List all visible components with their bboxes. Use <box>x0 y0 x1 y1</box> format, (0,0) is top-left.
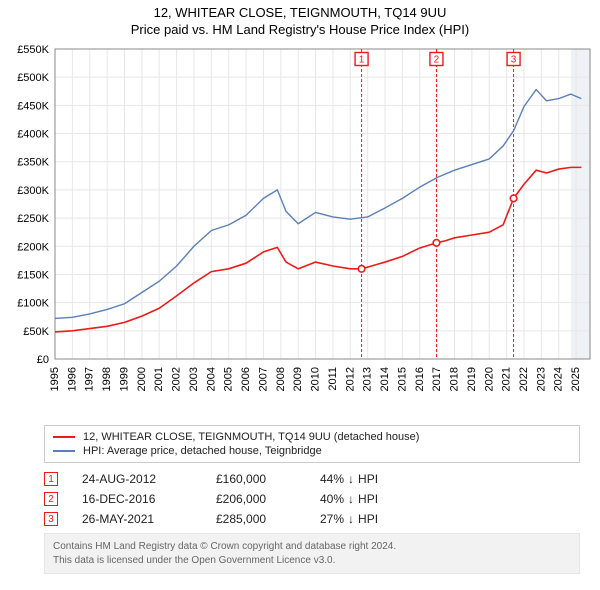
svg-text:2016: 2016 <box>414 367 426 391</box>
transaction-price: £206,000 <box>216 492 296 506</box>
svg-text:2004: 2004 <box>205 367 217 391</box>
svg-text:2019: 2019 <box>466 367 478 391</box>
attribution: Contains HM Land Registry data © Crown c… <box>44 533 580 574</box>
transaction-row: 2 16-DEC-2016 £206,000 40% ↓ HPI <box>44 489 580 509</box>
legend-item: HPI: Average price, detached house, Teig… <box>53 444 571 458</box>
legend-label: HPI: Average price, detached house, Teig… <box>83 445 322 457</box>
chart: £0 £50K £100K £150K £200K £250K £300K £350K £400… <box>0 39 600 419</box>
transaction-marker: 1 <box>44 472 58 486</box>
svg-text:£0: £0 <box>37 354 49 366</box>
transaction-price: £160,000 <box>216 472 296 486</box>
down-arrow-icon: ↓ <box>348 512 354 526</box>
legend-item: 12, WHITEAR CLOSE, TEIGNMOUTH, TQ14 9UU … <box>53 430 571 444</box>
transaction-date: 26-MAY-2021 <box>82 512 192 526</box>
svg-text:2014: 2014 <box>379 367 391 391</box>
svg-text:£550K: £550K <box>17 44 49 56</box>
transaction-price: £285,000 <box>216 512 296 526</box>
svg-text:2011: 2011 <box>327 367 339 391</box>
transaction-date: 24-AUG-2012 <box>82 472 192 486</box>
svg-text:2006: 2006 <box>240 367 252 391</box>
transaction-diff: 27% ↓ HPI <box>320 512 378 526</box>
svg-text:1997: 1997 <box>84 367 96 391</box>
svg-text:£150K: £150K <box>17 269 49 281</box>
attribution-line1: Contains HM Land Registry data © Crown c… <box>53 540 571 554</box>
title-block: 12, WHITEAR CLOSE, TEIGNMOUTH, TQ14 9UU … <box>0 0 600 39</box>
svg-text:£50K: £50K <box>23 326 49 338</box>
svg-text:£500K: £500K <box>17 72 49 84</box>
svg-text:1996: 1996 <box>66 367 78 391</box>
svg-text:2018: 2018 <box>449 367 461 391</box>
svg-text:2009: 2009 <box>292 367 304 391</box>
svg-text:£400K: £400K <box>17 129 49 141</box>
legend-swatch <box>53 450 75 452</box>
transaction-marker: 2 <box>44 492 58 506</box>
down-arrow-icon: ↓ <box>348 492 354 506</box>
svg-text:1995: 1995 <box>49 367 61 391</box>
svg-text:£300K: £300K <box>17 185 49 197</box>
svg-text:2000: 2000 <box>136 367 148 391</box>
svg-text:1: 1 <box>359 55 365 66</box>
svg-text:2020: 2020 <box>483 367 495 391</box>
transactions-table: 1 24-AUG-2012 £160,000 44% ↓ HPI 2 16-DEC-201… <box>44 469 580 529</box>
legend: 12, WHITEAR CLOSE, TEIGNMOUTH, TQ14 9UU … <box>44 425 580 463</box>
svg-text:1999: 1999 <box>118 367 130 391</box>
svg-text:£100K: £100K <box>17 298 49 310</box>
down-arrow-icon: ↓ <box>348 472 354 486</box>
svg-text:2017: 2017 <box>431 367 443 391</box>
transaction-marker: 3 <box>44 512 58 526</box>
page-root: 12, WHITEAR CLOSE, TEIGNMOUTH, TQ14 9UU … <box>0 0 600 574</box>
svg-text:3: 3 <box>511 55 517 66</box>
attribution-line2: This data is licensed under the Open Gov… <box>53 554 571 568</box>
svg-text:£450K: £450K <box>17 100 49 112</box>
svg-text:2001: 2001 <box>153 367 165 391</box>
svg-text:2024: 2024 <box>553 367 565 391</box>
svg-text:2025: 2025 <box>570 367 582 391</box>
transaction-date: 16-DEC-2016 <box>82 492 192 506</box>
svg-text:2010: 2010 <box>310 367 322 391</box>
title-address: 12, WHITEAR CLOSE, TEIGNMOUTH, TQ14 9UU <box>0 5 600 20</box>
title-subtitle: Price paid vs. HM Land Registry's House … <box>0 22 600 37</box>
chart-svg: £0 £50K £100K £150K £200K £250K £300K £350K £400… <box>0 39 600 419</box>
svg-text:2015: 2015 <box>396 367 408 391</box>
svg-text:2007: 2007 <box>257 367 269 391</box>
svg-text:2005: 2005 <box>223 367 235 391</box>
svg-text:1998: 1998 <box>101 367 113 391</box>
svg-text:2023: 2023 <box>535 367 547 391</box>
svg-text:£350K: £350K <box>17 157 49 169</box>
svg-text:2008: 2008 <box>275 367 287 391</box>
svg-text:2012: 2012 <box>344 367 356 391</box>
transaction-row: 3 26-MAY-2021 £285,000 27% ↓ HPI <box>44 509 580 529</box>
svg-text:2003: 2003 <box>188 367 200 391</box>
legend-label: 12, WHITEAR CLOSE, TEIGNMOUTH, TQ14 9UU … <box>83 431 419 443</box>
svg-text:£250K: £250K <box>17 213 49 225</box>
svg-text:2013: 2013 <box>362 367 374 391</box>
transaction-diff: 44% ↓ HPI <box>320 472 378 486</box>
transaction-diff: 40% ↓ HPI <box>320 492 378 506</box>
transaction-row: 1 24-AUG-2012 £160,000 44% ↓ HPI <box>44 469 580 489</box>
svg-text:2021: 2021 <box>501 367 513 391</box>
svg-text:£200K: £200K <box>17 241 49 253</box>
legend-swatch <box>53 436 75 438</box>
svg-text:2: 2 <box>434 55 440 66</box>
svg-text:2022: 2022 <box>518 367 530 391</box>
svg-text:2002: 2002 <box>171 367 183 391</box>
